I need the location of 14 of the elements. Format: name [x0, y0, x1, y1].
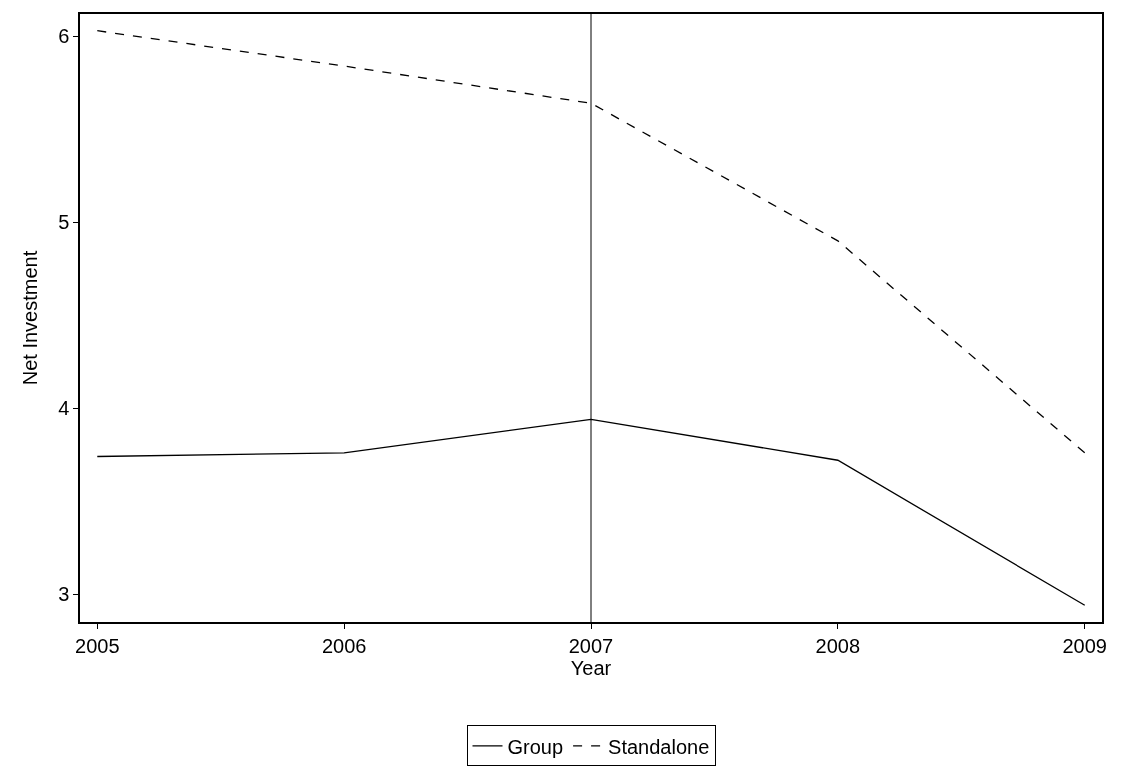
x-axis-title: Year [570, 656, 612, 679]
x-tick-label: 2005 [75, 634, 120, 657]
y-tick-label: 5 [58, 211, 70, 234]
y-tick-label: 4 [58, 397, 70, 420]
line-series [96, 30, 1086, 454]
y-tick-label: 6 [58, 25, 70, 48]
x-tick-label: 2009 [1062, 634, 1107, 657]
x-tick-label: 2006 [321, 634, 367, 657]
y-tick-label: 3 [58, 583, 70, 606]
legend-label: Group [507, 735, 564, 758]
legend-label: Standalone [608, 735, 710, 758]
x-tick-label: 2008 [815, 634, 861, 657]
y-axis-title: Net Investment [19, 250, 42, 386]
x-tick-label: 2007 [568, 634, 614, 657]
